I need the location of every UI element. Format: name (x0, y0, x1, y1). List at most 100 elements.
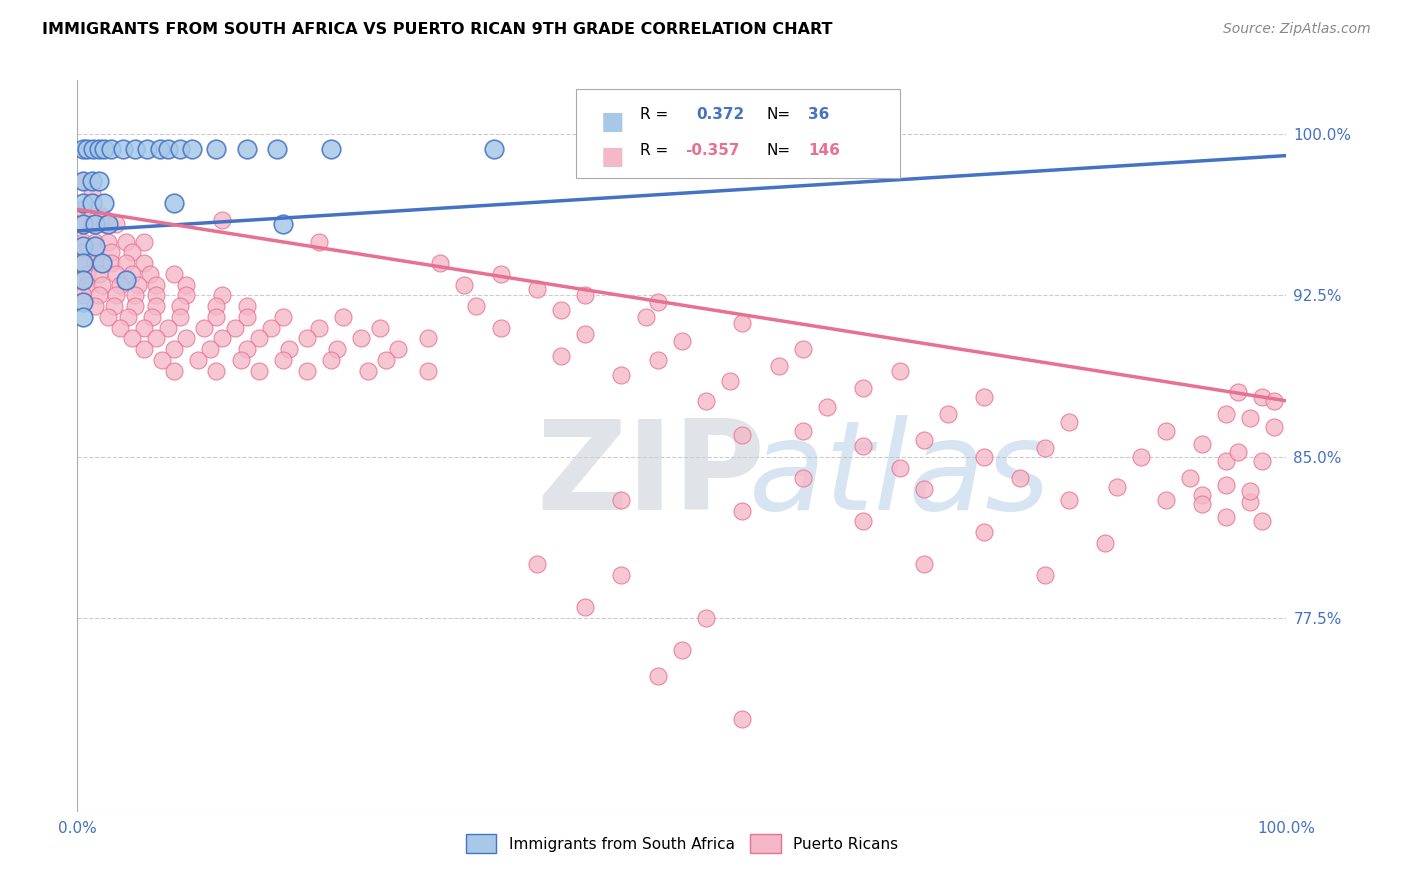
Point (574, 600, 596, 615)
Point (332, 310, 354, 324)
Point (852, 439, 875, 453)
Text: R =: R = (640, 107, 668, 122)
Point (121, 331, 143, 345)
Text: R =: R = (640, 143, 668, 158)
Point (792, 342, 814, 356)
Point (90, 277, 112, 292)
Point (157, 142, 180, 156)
Point (93, 195, 115, 210)
Point (96, 218, 118, 232)
Point (205, 310, 228, 324)
Text: IMMIGRANTS FROM SOUTH AFRICA VS PUERTO RICAN 9TH GRADE CORRELATION CHART: IMMIGRANTS FROM SOUTH AFRICA VS PUERTO R… (42, 22, 832, 37)
Point (1227, 445, 1250, 459)
Text: 146: 146 (808, 143, 841, 158)
Point (1178, 471, 1201, 485)
Point (87, 142, 110, 156)
Point (163, 267, 186, 281)
Point (889, 364, 911, 378)
Point (145, 299, 167, 313)
Point (1057, 415, 1080, 429)
Point (72, 273, 94, 287)
Point (205, 299, 228, 313)
Point (271, 310, 294, 324)
Point (792, 424, 814, 438)
Point (229, 353, 252, 368)
Point (429, 256, 451, 270)
Point (72, 218, 94, 232)
Point (124, 299, 146, 313)
Point (266, 142, 288, 156)
Point (163, 364, 186, 378)
Point (973, 524, 995, 539)
Point (108, 277, 131, 292)
Point (695, 393, 717, 408)
Legend: Immigrants from South Africa, Puerto Ricans: Immigrants from South Africa, Puerto Ric… (460, 828, 904, 859)
Point (80, 195, 103, 210)
Point (731, 428, 754, 442)
Point (84, 239, 107, 253)
Point (84, 245, 107, 260)
Point (235, 142, 257, 156)
Point (84, 256, 107, 270)
Point (76, 142, 98, 156)
Point (90, 256, 112, 270)
Point (465, 299, 488, 313)
Point (148, 142, 170, 156)
Point (145, 277, 167, 292)
Point (124, 142, 146, 156)
Point (93, 218, 115, 232)
Point (96, 235, 118, 249)
Point (1191, 497, 1213, 511)
Point (145, 331, 167, 345)
Point (127, 277, 149, 292)
Point (489, 267, 512, 281)
Point (80, 174, 103, 188)
Point (1130, 450, 1153, 464)
Text: 0.372: 0.372 (696, 107, 744, 122)
Point (72, 288, 94, 302)
Point (105, 267, 128, 281)
Point (72, 310, 94, 324)
Point (121, 267, 143, 281)
Point (792, 471, 814, 485)
Point (1107, 480, 1129, 494)
Point (132, 256, 155, 270)
Point (308, 320, 330, 334)
Point (90, 209, 112, 223)
Text: N=: N= (766, 107, 790, 122)
Point (235, 310, 257, 324)
Point (889, 460, 911, 475)
Point (416, 364, 439, 378)
Point (1239, 411, 1261, 425)
Point (1154, 492, 1177, 507)
Point (84, 299, 107, 313)
Point (326, 342, 349, 356)
Point (815, 401, 838, 415)
Point (114, 235, 136, 249)
Point (1094, 536, 1116, 550)
Point (852, 381, 875, 395)
Point (124, 288, 146, 302)
Point (1263, 393, 1285, 408)
Point (145, 288, 167, 302)
Point (489, 320, 512, 334)
Point (76, 277, 98, 292)
Text: 36: 36 (808, 107, 830, 122)
Point (356, 364, 378, 378)
Point (121, 245, 143, 260)
Point (211, 213, 233, 227)
Point (136, 142, 159, 156)
Point (72, 174, 94, 188)
Point (181, 142, 204, 156)
Point (247, 331, 270, 345)
Point (247, 364, 270, 378)
Point (163, 195, 186, 210)
Point (82, 142, 104, 156)
Point (1010, 471, 1032, 485)
Point (278, 342, 301, 356)
Point (1239, 484, 1261, 499)
Text: ■: ■ (600, 110, 624, 134)
Point (72, 294, 94, 309)
Point (321, 353, 343, 368)
Point (1215, 477, 1237, 491)
